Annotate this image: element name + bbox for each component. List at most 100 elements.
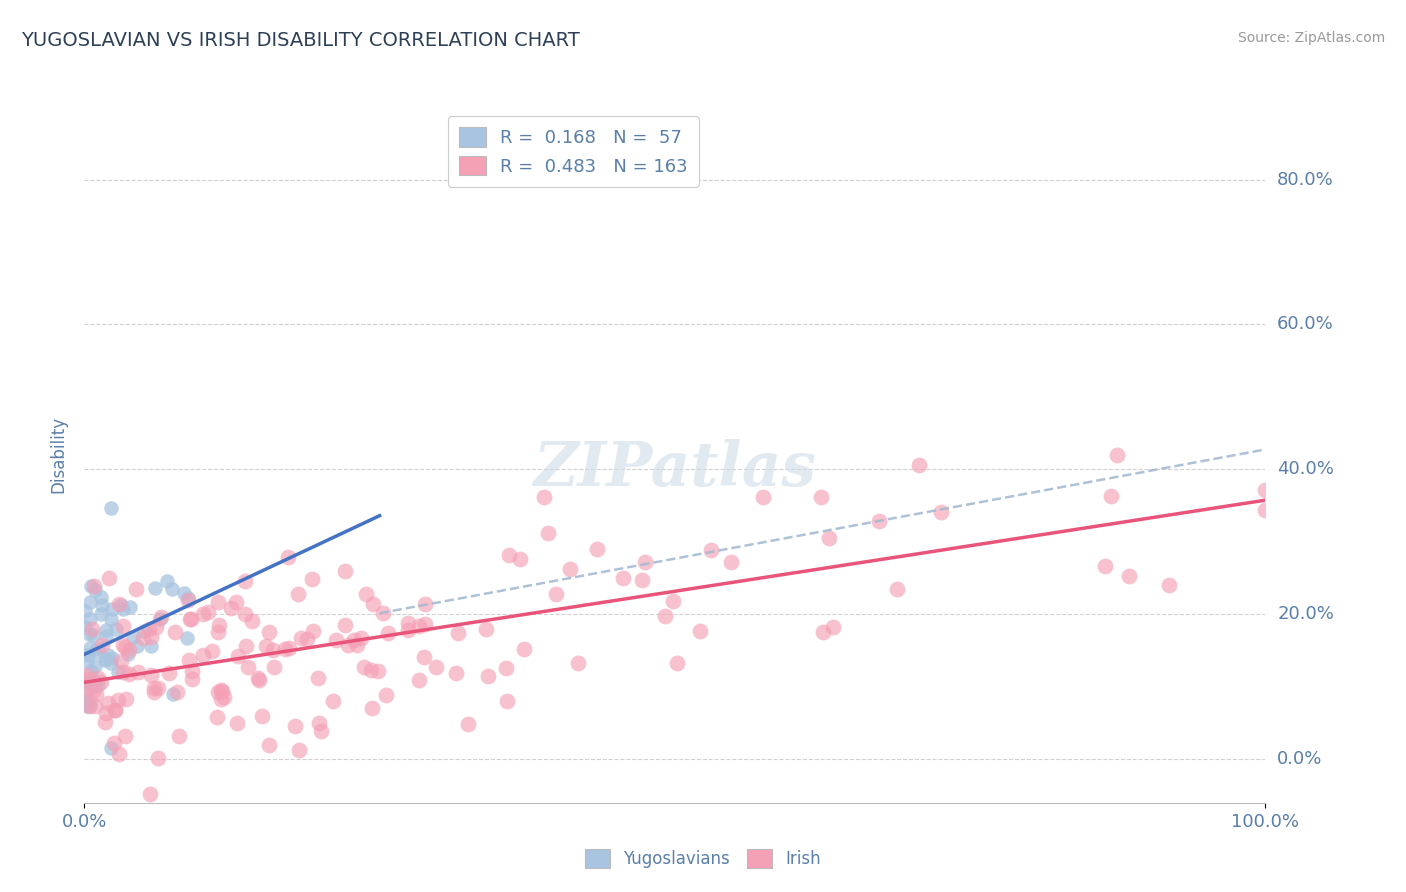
Point bbox=[353, 660, 375, 674]
Point bbox=[475, 623, 498, 637]
Point bbox=[143, 685, 166, 699]
Point bbox=[101, 601, 124, 615]
Point bbox=[288, 742, 311, 756]
Point bbox=[356, 587, 378, 601]
Point bbox=[83, 673, 105, 688]
Point bbox=[818, 531, 841, 545]
Point bbox=[367, 664, 389, 678]
Point bbox=[810, 490, 832, 504]
Point bbox=[162, 687, 184, 701]
Point bbox=[181, 664, 204, 678]
Point bbox=[211, 684, 233, 698]
Point bbox=[166, 685, 188, 699]
Point bbox=[662, 593, 685, 607]
Point bbox=[219, 601, 242, 615]
Point bbox=[408, 619, 430, 633]
Point bbox=[225, 715, 247, 730]
Point bbox=[139, 787, 162, 801]
Point bbox=[104, 703, 127, 717]
Point bbox=[118, 667, 141, 681]
Point bbox=[108, 598, 131, 612]
Text: YUGOSLAVIAN VS IRISH DISABILITY CORRELATION CHART: YUGOSLAVIAN VS IRISH DISABILITY CORRELAT… bbox=[21, 31, 579, 50]
Point bbox=[274, 642, 297, 657]
Point bbox=[752, 490, 775, 504]
Text: 20.0%: 20.0% bbox=[1277, 606, 1334, 624]
Point bbox=[90, 674, 112, 689]
Point bbox=[112, 602, 135, 616]
Point bbox=[1254, 503, 1277, 517]
Point bbox=[80, 622, 103, 636]
Point bbox=[79, 641, 101, 656]
Point bbox=[560, 562, 582, 576]
Point bbox=[110, 598, 132, 612]
Point bbox=[82, 683, 104, 698]
Point bbox=[146, 750, 169, 764]
Point bbox=[93, 714, 115, 729]
Point bbox=[118, 599, 141, 614]
Point bbox=[457, 716, 479, 731]
Point bbox=[308, 715, 330, 730]
Point bbox=[929, 505, 952, 519]
Point bbox=[149, 612, 172, 626]
Point bbox=[513, 642, 536, 657]
Point bbox=[1094, 558, 1116, 573]
Point bbox=[247, 673, 270, 688]
Point bbox=[77, 672, 100, 686]
Point bbox=[76, 655, 98, 669]
Point bbox=[79, 692, 101, 706]
Point bbox=[336, 638, 359, 652]
Point bbox=[112, 639, 135, 653]
Point bbox=[176, 592, 198, 607]
Point bbox=[94, 623, 117, 637]
Point bbox=[297, 632, 319, 646]
Point bbox=[76, 698, 98, 713]
Point bbox=[1254, 483, 1277, 497]
Point bbox=[533, 490, 555, 504]
Point bbox=[84, 699, 107, 714]
Point bbox=[233, 607, 256, 621]
Point bbox=[335, 564, 357, 578]
Point bbox=[498, 548, 520, 562]
Point bbox=[236, 660, 259, 674]
Point bbox=[91, 598, 114, 612]
Point bbox=[101, 650, 124, 665]
Point bbox=[149, 610, 172, 624]
Point bbox=[868, 515, 890, 529]
Point bbox=[1157, 578, 1180, 592]
Point bbox=[495, 661, 517, 675]
Point bbox=[79, 674, 101, 689]
Point bbox=[287, 586, 309, 600]
Point bbox=[124, 582, 146, 596]
Point bbox=[97, 571, 120, 585]
Point bbox=[509, 552, 531, 566]
Point bbox=[127, 665, 149, 679]
Point bbox=[226, 649, 249, 664]
Point bbox=[537, 525, 560, 540]
Point bbox=[633, 555, 655, 569]
Point bbox=[75, 696, 97, 710]
Point bbox=[396, 624, 419, 638]
Text: 60.0%: 60.0% bbox=[1277, 316, 1334, 334]
Point bbox=[107, 665, 129, 680]
Point bbox=[160, 582, 183, 597]
Point bbox=[207, 595, 229, 609]
Point bbox=[139, 630, 162, 644]
Point bbox=[97, 696, 120, 710]
Point bbox=[290, 632, 312, 646]
Point bbox=[107, 693, 129, 707]
Point bbox=[259, 739, 281, 753]
Point bbox=[823, 620, 845, 634]
Point bbox=[73, 685, 96, 699]
Point bbox=[373, 606, 395, 620]
Point bbox=[544, 587, 567, 601]
Point bbox=[254, 639, 277, 653]
Point bbox=[84, 687, 107, 701]
Y-axis label: Disability: Disability bbox=[49, 417, 67, 493]
Point bbox=[77, 648, 100, 662]
Point bbox=[127, 639, 149, 653]
Point bbox=[263, 660, 285, 674]
Point bbox=[143, 581, 166, 595]
Point bbox=[277, 641, 299, 656]
Point bbox=[84, 659, 107, 673]
Point bbox=[87, 640, 110, 655]
